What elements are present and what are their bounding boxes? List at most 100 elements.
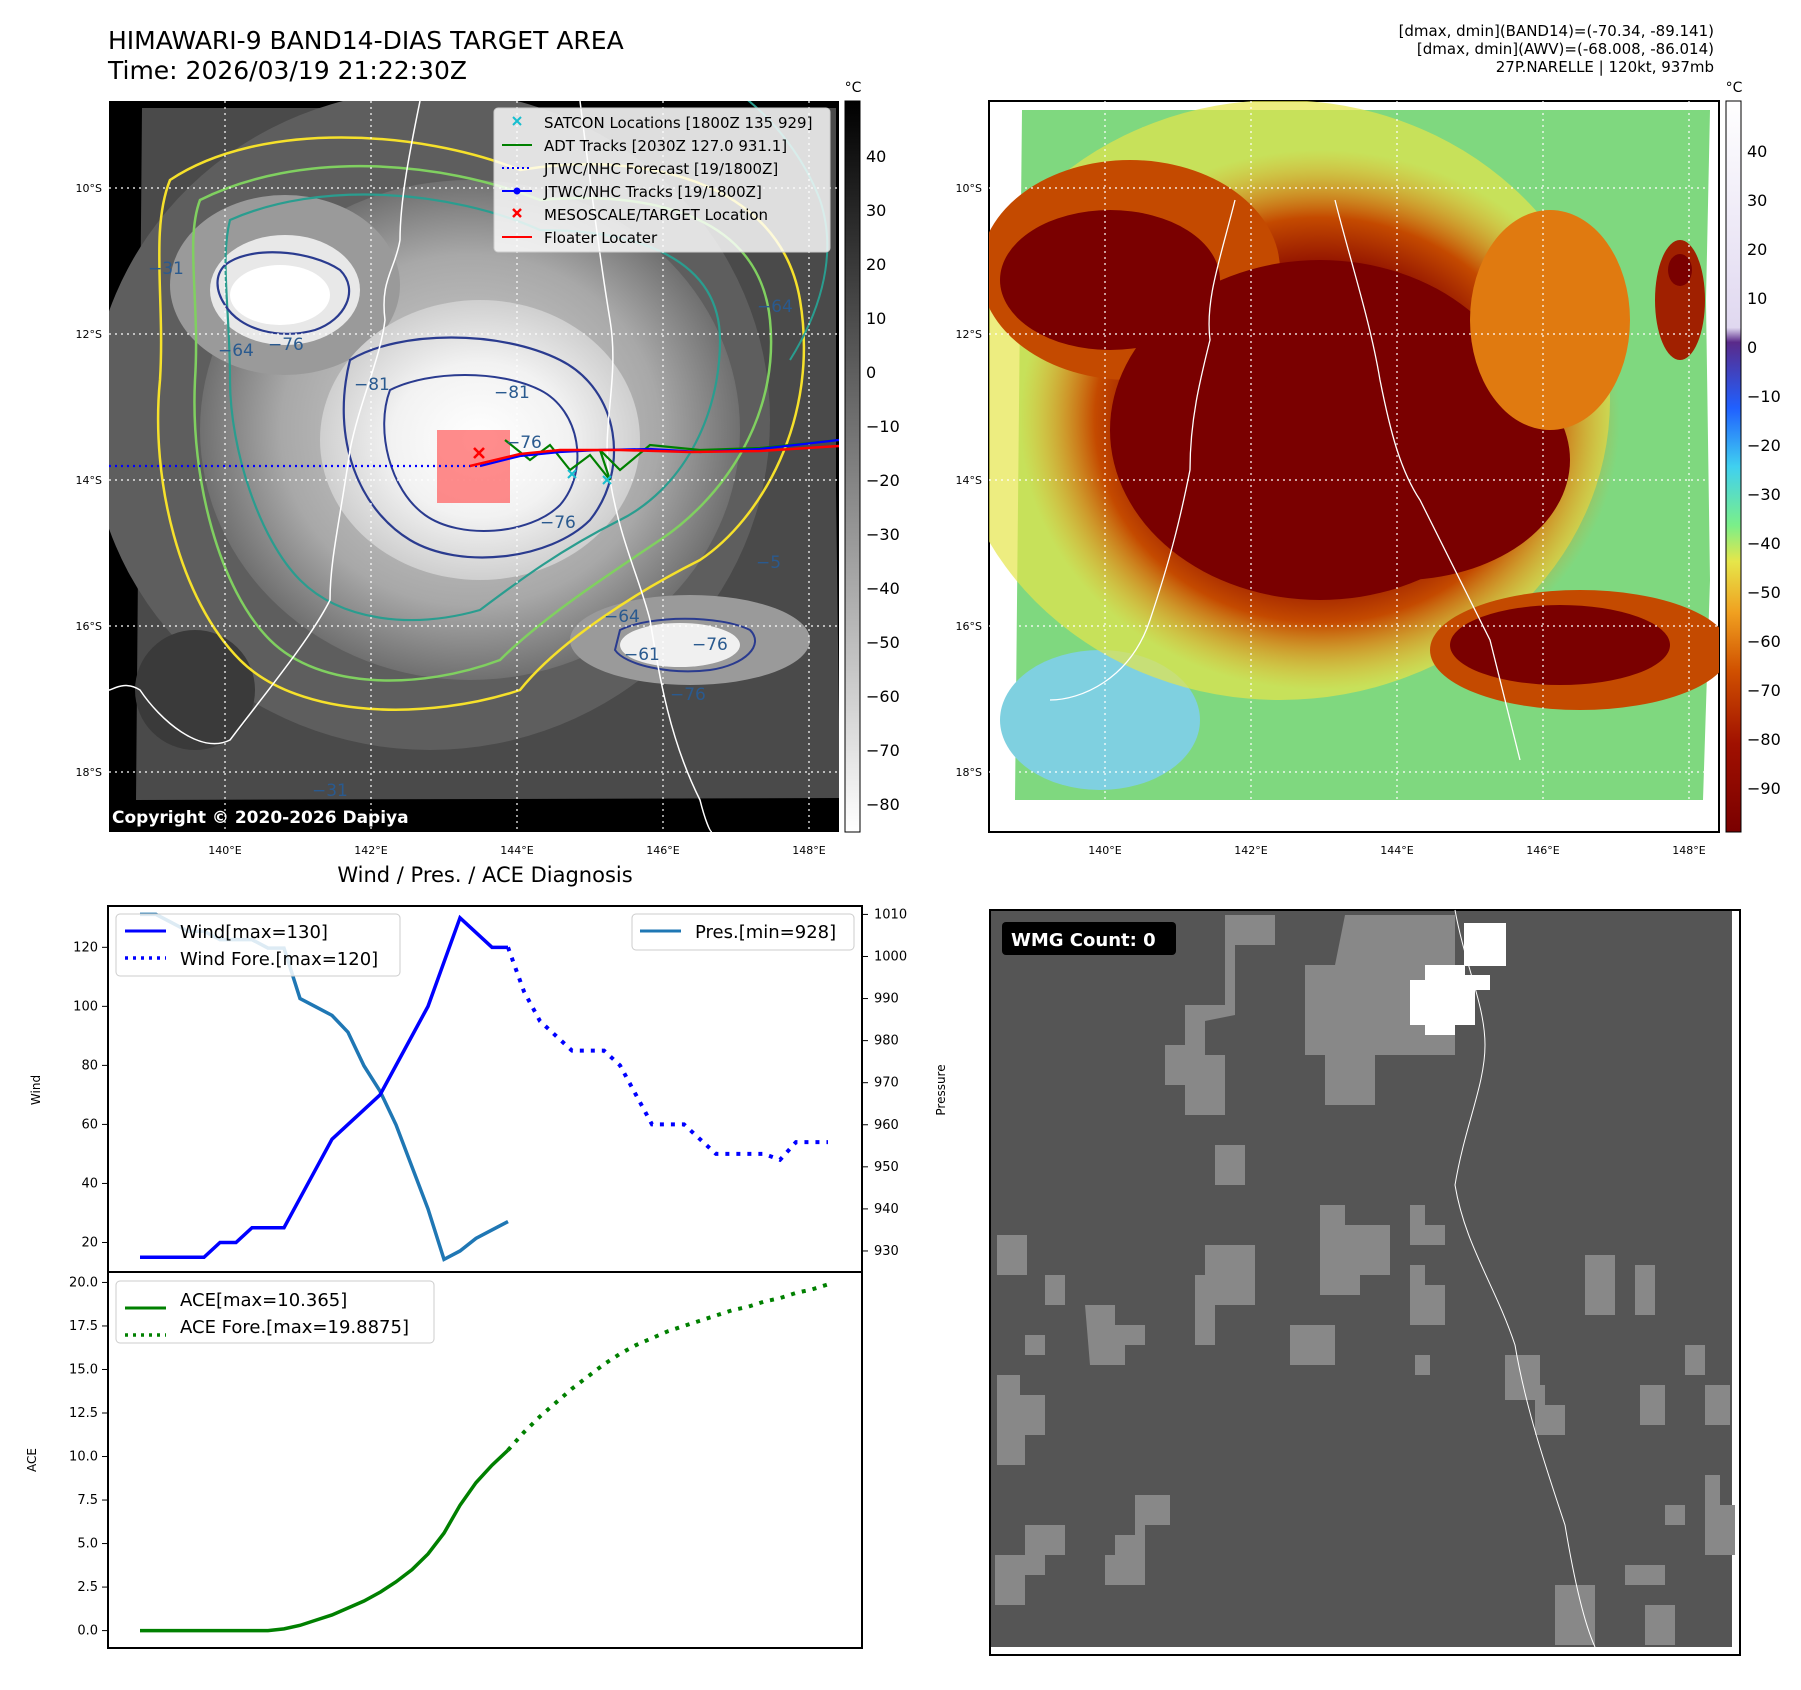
svg-text:ACE[max=10.365]: ACE[max=10.365] [180,1290,347,1311]
ace-tick-label: 12.5 [69,1406,98,1421]
svg-text:144°E: 144°E [500,844,533,857]
gray-colorbar-ticks: 40 30 20 10 0 −10 −20 −30 −40 −50 −60 −7… [866,147,900,814]
ace-yticks: 0.0 2.5 5.0 7.5 10.0 12.5 15.0 17.5 20.0 [69,1275,108,1639]
info-line-1: [dmax, dmin](BAND14)=(-70.34, -89.141) [1398,22,1714,40]
svg-text:146°E: 146°E [646,844,679,857]
svg-text:−64: −64 [604,607,640,627]
svg-text:14°S: 14°S [956,474,982,487]
wind-tick-label: 120 [73,940,98,955]
ace-tick-label: 17.5 [69,1319,98,1334]
ace-tick-label: 2.5 [77,1580,98,1595]
ace-tick-label: 5.0 [77,1537,98,1552]
svg-text:16°S: 16°S [76,620,102,633]
svg-text:12°S: 12°S [76,328,102,341]
ace-forecast-line [506,1282,829,1452]
ace-legend: ACE[max=10.365] ACE Fore.[max=19.8875] [115,1280,435,1344]
svg-text:−70: −70 [1747,681,1781,700]
svg-text:−31: −31 [148,259,184,279]
wind-yticks: 20 40 60 80 100 120 [73,940,108,1250]
legend-wind: Wind[max=130] [125,922,328,943]
ace-tick-label: 15.0 [69,1362,98,1377]
ir-lat-labels: 10°S 12°S 14°S 16°S 18°S [76,182,102,779]
svg-text:Wind[max=130]: Wind[max=130] [180,922,328,943]
pressure-legend: Pres.[min=928] [631,913,855,951]
legend-ace: ACE[max=10.365] [125,1290,347,1311]
svg-text:−76: −76 [670,685,706,705]
pressure-yticks: 930 940 950 960 970 980 990 1000 1010 [862,907,907,1259]
gray-colorbar-unit: °C [845,80,862,96]
svg-text:0: 0 [1747,338,1757,357]
legend-adt: ADT Tracks [2030Z 127.0 931.1] [502,137,787,155]
svg-text:−60: −60 [866,687,900,706]
svg-text:−81: −81 [494,383,530,403]
contour-labels: −81 −76 −64 −76 −81 −76 −64 −5 −64 −61 −… [148,259,793,801]
svg-text:−70: −70 [866,741,900,760]
svg-text:−60: −60 [1747,632,1781,651]
svg-text:−80: −80 [866,795,900,814]
wind-ylabel: Wind [29,1075,43,1105]
wmg-count-badge [1002,922,1176,955]
svg-text:40: 40 [1747,142,1767,161]
info-line-2: [dmax, dmin](AWV)=(-68.008, -86.014) [1416,40,1714,58]
svg-text:−76: −76 [506,433,542,453]
svg-text:−10: −10 [866,417,900,436]
info-block: [dmax, dmin](BAND14)=(-70.34, -89.141) [… [1399,22,1714,76]
svg-text:MESOSCALE/TARGET Location: MESOSCALE/TARGET Location [544,206,768,224]
ir-lon-labels: 140°E 142°E 144°E 146°E 148°E [208,844,825,857]
svg-text:18°S: 18°S [956,766,982,779]
svg-text:142°E: 142°E [1234,844,1267,857]
svg-text:16°S: 16°S [956,620,982,633]
ace-tick-label: 7.5 [77,1493,98,1508]
diagnosis-charts: 20 40 60 80 100 120 930 940 950 960 970 980 990 1000… [25,905,948,1649]
color-lon-labels: 140°E 142°E 144°E 146°E 148°E [1088,844,1705,857]
wmg-white-patches [1410,923,1506,1035]
svg-text:JTWC/NHC Tracks [19/1800Z]: JTWC/NHC Tracks [19/1800Z] [543,183,762,201]
pressure-tick-label: 990 [874,992,899,1007]
legend-target: MESOSCALE/TARGET Location [512,206,768,224]
svg-text:14°S: 14°S [76,474,102,487]
svg-text:SATCON Locations [1800Z 135 92: SATCON Locations [1800Z 135 929] [544,114,812,132]
legend-floater: Floater Locater [502,229,658,247]
adt-track [504,438,839,481]
ace-line [140,1448,510,1633]
wind-tick-label: 80 [81,1058,98,1073]
svg-text:−76: −76 [692,635,728,655]
wind-line [140,914,508,1259]
svg-text:−80: −80 [1747,730,1781,749]
pressure-tick-label: 940 [874,1202,899,1217]
legend-jtwc-tracks: JTWC/NHC Tracks [19/1800Z] [502,183,762,201]
info-line-3: 27P.NARELLE | 120kt, 937mb [1495,58,1714,76]
svg-text:10°S: 10°S [76,182,102,195]
wmg-gray-patches [995,915,1735,1645]
wmg-count-label: WMG Count: 0 [1011,930,1156,951]
svg-text:−76: −76 [540,513,576,533]
pressure-tick-label: 970 [874,1076,899,1091]
svg-text:−50: −50 [866,633,900,652]
wind-tick-label: 20 [81,1235,98,1250]
svg-text:−64: −64 [757,297,793,317]
svg-text:−81: −81 [354,375,390,395]
legend-jtwc-forecast: JTWC/NHC Forecast [19/1800Z] [502,160,778,178]
svg-text:Wind Fore.[max=120]: Wind Fore.[max=120] [180,949,378,970]
legend-satcon: SATCON Locations [1800Z 135 929] [512,114,812,132]
color-colorbar-ticks: 40 30 20 10 0 −10 −20 −30 −40 −50 −60 −7… [1747,142,1781,798]
svg-text:−76: −76 [268,335,304,355]
svg-text:−40: −40 [1747,534,1781,553]
mesoscale-target-box [437,430,510,503]
color-imagery [989,101,1719,832]
svg-text:10: 10 [866,309,886,328]
svg-text:30: 30 [866,201,886,220]
enhanced-ir-map-panel: 10°S 12°S 14°S 16°S 18°S 140°E 142°E 144… [956,80,1781,857]
pressure-tick-label: 980 [874,1034,899,1049]
wind-tick-label: 40 [81,1176,98,1191]
wmg-panel: WMG Count: 0 [989,909,1741,1656]
svg-text:Pres.[min=928]: Pres.[min=928] [695,922,836,943]
pressure-ylabel: Pressure [934,1064,948,1115]
svg-text:40: 40 [866,147,886,166]
color-lat-labels: 10°S 12°S 14°S 16°S 18°S [956,182,982,779]
figure-title: HIMAWARI-9 BAND14-DIAS TARGET AREA Time:… [108,26,624,86]
svg-text:18°S: 18°S [76,766,102,779]
color-colorbar-unit: °C [1726,80,1743,96]
svg-text:−50: −50 [1747,583,1781,602]
title-line-1: HIMAWARI-9 BAND14-DIAS TARGET AREA [108,26,624,55]
